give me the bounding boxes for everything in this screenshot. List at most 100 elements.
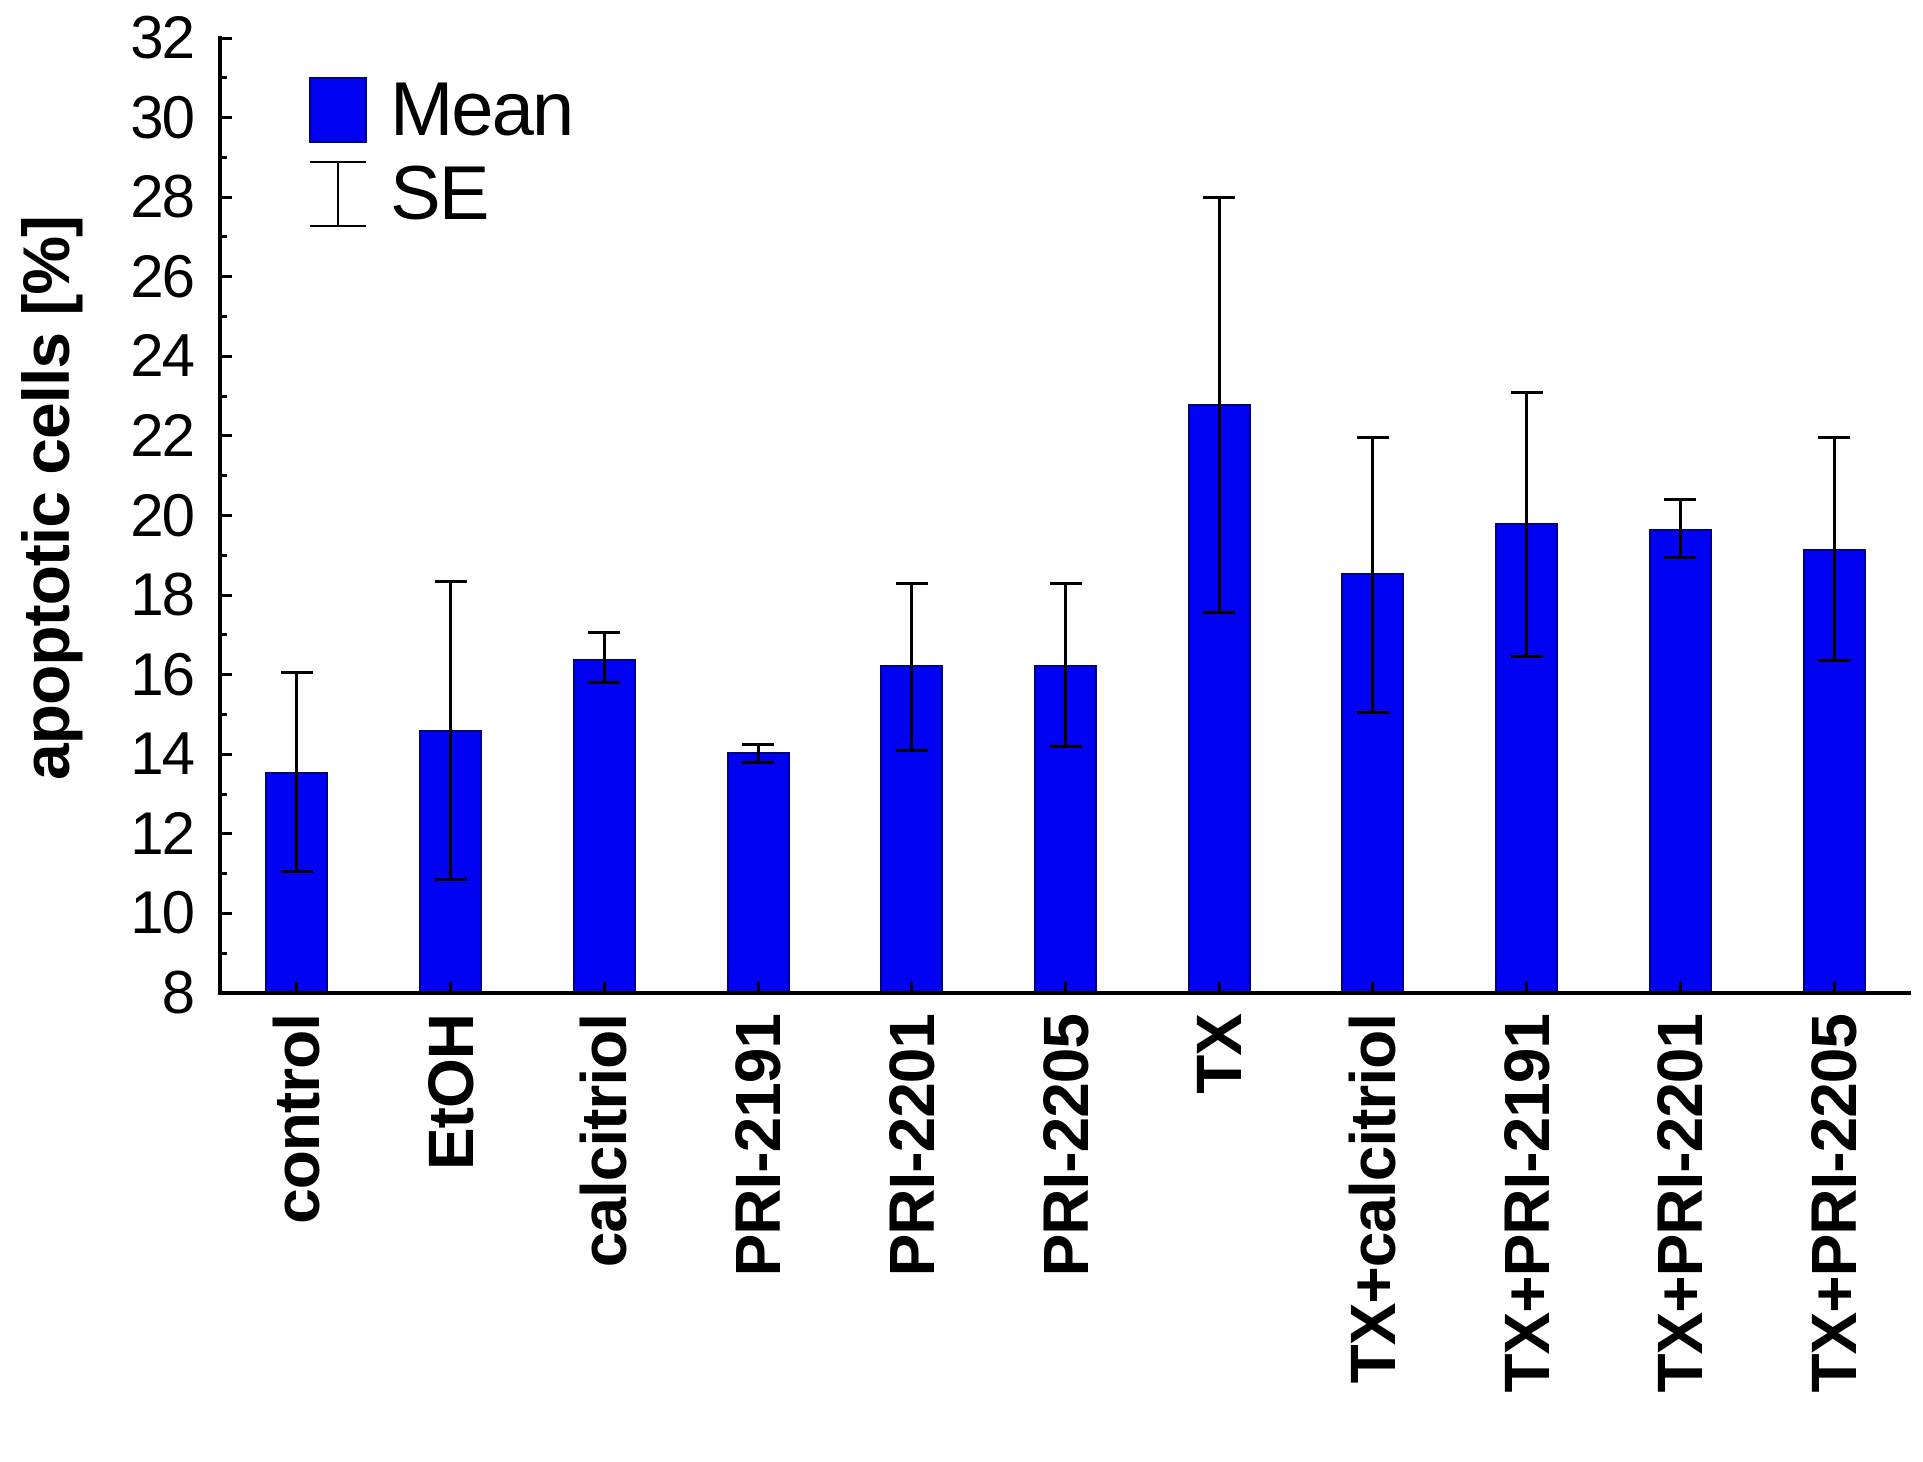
x-label-text-PRI-2191: PRI-2191 bbox=[722, 1014, 795, 1277]
errorbar-cap-low-TX+PRI-2191 bbox=[1510, 655, 1543, 659]
y-tick-label: 22 bbox=[130, 401, 195, 469]
errorbar-cap-high-EtOH bbox=[434, 579, 467, 583]
y-minor-tick bbox=[220, 394, 227, 398]
y-tick-label: 30 bbox=[130, 83, 195, 151]
y-major-tick bbox=[220, 514, 232, 517]
y-minor-tick bbox=[220, 712, 227, 716]
x-tick-TX+PRI-2201 bbox=[1678, 982, 1682, 993]
y-major-tick bbox=[220, 116, 232, 120]
x-tick-TX bbox=[1217, 982, 1221, 993]
y-tick-label: 10 bbox=[130, 879, 195, 947]
x-tick-TX+PRI-2191 bbox=[1525, 982, 1529, 993]
y-tick-label: 24 bbox=[130, 322, 195, 390]
y-minor-tick bbox=[220, 633, 227, 637]
x-tick-TX+PRI-2205 bbox=[1832, 982, 1836, 993]
x-tick-control bbox=[295, 982, 299, 993]
x-label-text-PRI-2201: PRI-2201 bbox=[875, 1014, 948, 1277]
y-major-tick bbox=[220, 593, 232, 597]
y-tick-label: 14 bbox=[130, 720, 195, 788]
y-major-tick bbox=[220, 275, 232, 279]
y-minor-tick bbox=[220, 553, 227, 557]
y-major-tick bbox=[220, 832, 232, 836]
y-tick-label: 28 bbox=[130, 163, 195, 231]
errorbar-cap-high-TX bbox=[1203, 195, 1236, 199]
y-minor-tick bbox=[220, 792, 227, 796]
y-tick-label: 12 bbox=[130, 799, 195, 867]
y-major-tick bbox=[220, 195, 232, 199]
x-label-text-calcitriol: calcitriol bbox=[568, 1014, 641, 1268]
y-minor-tick bbox=[220, 315, 227, 319]
y-major-tick bbox=[220, 354, 232, 358]
legend-mean-swatch bbox=[309, 77, 367, 143]
y-major-tick bbox=[220, 752, 232, 756]
x-tick-PRI-2191 bbox=[756, 982, 760, 993]
x-tick-PRI-2205 bbox=[1064, 982, 1067, 993]
y-tick-label: 16 bbox=[130, 640, 195, 708]
y-tick-label: 26 bbox=[130, 242, 195, 310]
errorbar-cap-low-TX+PRI-2205 bbox=[1818, 659, 1851, 663]
bar-PRI-2191 bbox=[726, 752, 790, 993]
x-label-text-TX+PRI-2205: TX+PRI-2205 bbox=[1798, 1014, 1871, 1393]
y-minor-tick bbox=[220, 872, 227, 876]
bar-calcitriol bbox=[572, 658, 636, 993]
errorbar-line-TX bbox=[1217, 197, 1221, 613]
errorbar-cap-high-PRI-2191 bbox=[742, 742, 775, 746]
errorbar-cap-low-PRI-2205 bbox=[1049, 744, 1082, 748]
y-tick-label: 18 bbox=[130, 561, 195, 629]
bar-PRI-2201 bbox=[880, 664, 944, 993]
errorbar-cap-high-PRI-2201 bbox=[895, 581, 928, 585]
errorbar-cap-low-PRI-2191 bbox=[742, 760, 775, 764]
y-tick-label: 8 bbox=[161, 959, 195, 1026]
errorbar-cap-high-TX+calcitriol bbox=[1356, 436, 1389, 440]
bar-PRI-2205 bbox=[1034, 664, 1097, 993]
errorbar-line-TX+PRI-2201 bbox=[1678, 499, 1682, 558]
x-label-text-TX: TX bbox=[1183, 1014, 1256, 1094]
y-minor-tick bbox=[220, 235, 227, 239]
y-major-tick bbox=[220, 434, 232, 438]
x-label-text-EtOH: EtOH bbox=[414, 1014, 487, 1170]
y-major-tick bbox=[220, 673, 232, 677]
y-major-tick bbox=[220, 991, 232, 995]
bar-TX+PRI-2201 bbox=[1648, 529, 1712, 993]
x-tick-EtOH bbox=[449, 982, 453, 993]
y-tick-label: 32 bbox=[130, 4, 195, 71]
errorbar-cap-high-control bbox=[280, 671, 313, 675]
errorbar-line-PRI-2191 bbox=[756, 744, 760, 763]
x-label-text-TX+calcitriol: TX+calcitriol bbox=[1336, 1014, 1409, 1384]
legend-se-errorbar-cap-top bbox=[310, 161, 366, 163]
y-major-tick bbox=[220, 911, 232, 915]
y-minor-tick bbox=[220, 155, 227, 159]
legend-se-errorbar-icon bbox=[337, 161, 339, 227]
errorbar-cap-high-PRI-2205 bbox=[1049, 581, 1082, 585]
errorbar-cap-low-TX+PRI-2201 bbox=[1664, 555, 1697, 559]
errorbar-cap-low-TX bbox=[1203, 611, 1236, 615]
errorbar-line-control bbox=[295, 672, 299, 872]
legend-se-label: SE bbox=[390, 151, 489, 236]
errorbar-line-calcitriol bbox=[602, 632, 606, 683]
errorbar-cap-low-TX+calcitriol bbox=[1356, 710, 1389, 714]
y-minor-tick bbox=[220, 951, 227, 955]
y-minor-tick bbox=[220, 76, 227, 80]
errorbar-cap-low-EtOH bbox=[434, 878, 467, 882]
legend-se-errorbar-cap-bottom bbox=[310, 225, 366, 227]
y-major-tick bbox=[220, 36, 232, 40]
x-tick-calcitriol bbox=[602, 982, 606, 993]
errorbar-cap-low-PRI-2201 bbox=[895, 748, 928, 752]
x-label-text-control: control bbox=[260, 1014, 333, 1224]
x-tick-TX+calcitriol bbox=[1371, 982, 1375, 993]
errorbar-cap-high-calcitriol bbox=[588, 631, 621, 635]
errorbar-line-TX+PRI-2205 bbox=[1832, 437, 1836, 661]
errorbar-line-PRI-2201 bbox=[910, 583, 914, 751]
legend-mean-label: Mean bbox=[390, 67, 574, 152]
errorbar-cap-high-TX+PRI-2205 bbox=[1818, 436, 1851, 440]
errorbar-line-EtOH bbox=[449, 581, 453, 880]
x-tick-PRI-2201 bbox=[910, 982, 914, 993]
errorbar-line-TX+calcitriol bbox=[1371, 437, 1375, 713]
errorbar-cap-low-calcitriol bbox=[588, 681, 621, 685]
y-tick-label: 20 bbox=[130, 481, 195, 549]
errorbar-line-TX+PRI-2191 bbox=[1525, 392, 1529, 657]
errorbar-cap-high-TX+PRI-2191 bbox=[1510, 390, 1543, 394]
y-minor-tick bbox=[220, 474, 227, 478]
x-label-text-PRI-2205: PRI-2205 bbox=[1029, 1014, 1102, 1277]
